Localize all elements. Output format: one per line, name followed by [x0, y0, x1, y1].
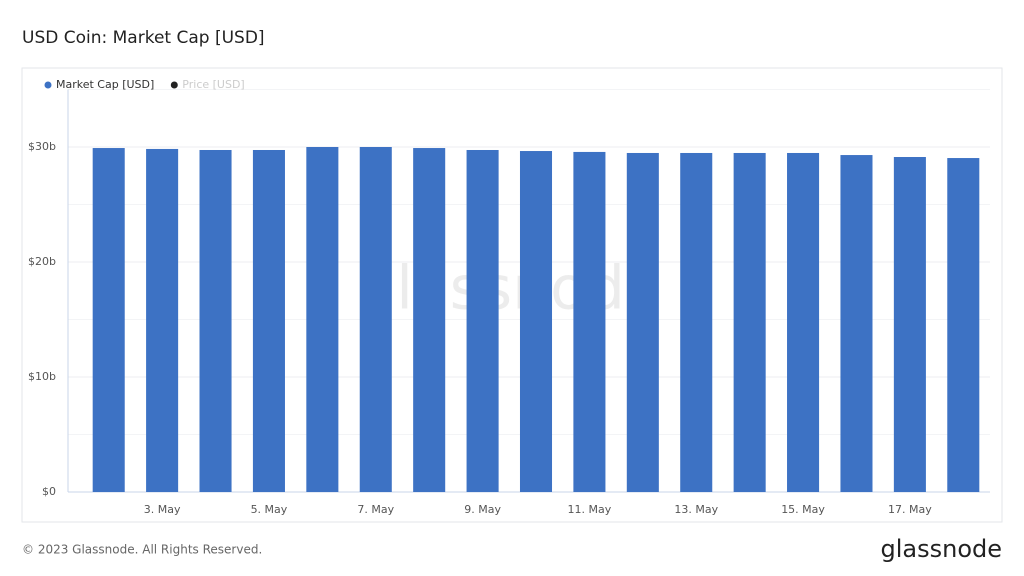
- bar: [787, 152, 820, 493]
- bar: [840, 155, 873, 493]
- x-tick-label: 5. May: [251, 503, 288, 516]
- x-tick-label: 11. May: [568, 503, 612, 516]
- copyright: © 2023 Glassnode. All Rights Reserved.: [22, 543, 262, 557]
- legend-label: Market Cap [USD]: [56, 78, 154, 91]
- bar: [413, 148, 446, 492]
- bar: [466, 149, 499, 493]
- bar: [359, 147, 392, 492]
- bar: [92, 148, 125, 492]
- bar: [252, 149, 285, 493]
- bar: [306, 147, 339, 492]
- bar: [947, 158, 980, 493]
- y-tick-label: $0: [42, 485, 56, 498]
- x-tick-label: 17. May: [888, 503, 932, 516]
- legend-marker: [170, 81, 178, 89]
- x-tick-label: 15. May: [781, 503, 825, 516]
- y-tick-label: $10b: [28, 370, 56, 383]
- bar: [733, 152, 766, 493]
- chart-title: USD Coin: Market Cap [USD]: [22, 28, 265, 48]
- legend-label: Price [USD]: [182, 78, 244, 91]
- logo: glassnode: [880, 535, 1002, 563]
- bar: [199, 149, 232, 493]
- bar: [573, 151, 606, 492]
- bar: [893, 157, 926, 492]
- chart-frame: [21, 67, 1003, 523]
- legend-marker: [44, 81, 52, 89]
- bar: [680, 152, 713, 493]
- bar: [519, 151, 553, 492]
- bar: [146, 148, 179, 492]
- watermark: glassnode: [358, 254, 662, 324]
- x-tick-label: 7. May: [357, 503, 394, 516]
- x-tick-label: 3. May: [144, 503, 181, 516]
- bar: [626, 152, 659, 493]
- y-tick-label: $30b: [28, 140, 56, 153]
- x-tick-label: 13. May: [674, 503, 718, 516]
- x-tick-label: 9. May: [464, 503, 501, 516]
- y-tick-label: $20b: [28, 255, 56, 268]
